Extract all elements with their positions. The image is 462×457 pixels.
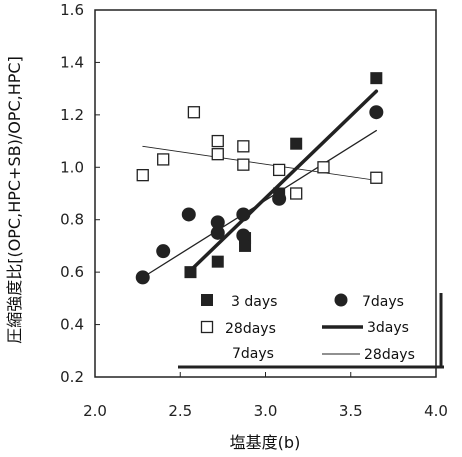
y-tick-label: 0.6: [60, 263, 84, 281]
x-axis-label: 塩基度(b): [230, 433, 301, 452]
data-point-3days: [211, 255, 224, 268]
legend-label-28days-line: 28days: [364, 347, 415, 363]
data-point-28days: [370, 171, 383, 184]
legend-label-7days-points: 7days: [362, 294, 404, 310]
data-point-28days: [237, 140, 250, 153]
x-tick-label: 4.0: [424, 402, 448, 420]
legend-label-28days-points: 28days: [225, 321, 276, 337]
data-points-layer: [135, 72, 384, 285]
trend-line-thick: [187, 89, 379, 274]
legend-marker-3days-points: [201, 294, 213, 306]
data-point-7days: [156, 244, 171, 259]
data-point-7days: [272, 191, 287, 206]
data-point-3days: [184, 266, 197, 279]
data-point-28days: [157, 153, 170, 166]
data-point-7days: [135, 270, 150, 285]
data-point-3days: [370, 72, 383, 85]
x-tick-label: 2.0: [83, 402, 107, 420]
y-axis-label: 圧縮強度比[(OPC,HPC+SB)/OPC,HPC]: [5, 56, 24, 344]
data-point-7days: [369, 105, 384, 120]
y-tick-label: 0.2: [60, 368, 84, 386]
y-tick-label: 0.4: [60, 316, 84, 334]
legend: 3 days 7days 28days 3days 7days 28days: [178, 293, 444, 369]
trend-line-thin: [142, 145, 377, 181]
legend-marker-28days-points: [200, 320, 214, 334]
data-point-28days: [136, 168, 149, 182]
data-point-7days: [210, 225, 225, 240]
data-point-28days: [317, 161, 330, 174]
data-point-3days: [290, 137, 303, 150]
trend-lines-layer: [142, 89, 379, 279]
trend-line-medium: [142, 129, 377, 279]
data-point-28days: [187, 106, 201, 119]
data-point-7days: [236, 228, 251, 243]
legend-label-3days-line: 3days: [367, 320, 409, 336]
data-point-7days: [236, 207, 251, 222]
y-tick-label: 1.0: [60, 158, 84, 176]
y-tick-label: 1.4: [60, 53, 84, 71]
ticks-layer: 2.0 2.5 3.0 3.5 4.0 0.2 0.4 0.6 0.8 1.0 1.2 1.4 1.6: [60, 1, 448, 420]
data-point-28days: [237, 158, 250, 171]
data-point-7days: [181, 207, 196, 222]
legend-marker-7days-points: [334, 293, 348, 307]
y-tick-label: 1.6: [60, 1, 84, 19]
legend-label-7days-line: 7days: [232, 346, 274, 362]
data-point-28days: [272, 163, 286, 177]
data-point-28days: [211, 134, 224, 148]
x-tick-label: 3.5: [339, 402, 363, 420]
y-tick-label: 0.8: [60, 211, 84, 229]
data-point-28days: [290, 187, 303, 200]
legend-label-3days-points: 3 days: [231, 294, 277, 310]
x-tick-label: 2.5: [168, 402, 192, 420]
y-tick-label: 1.2: [60, 106, 84, 124]
x-tick-label: 3.0: [254, 402, 278, 420]
data-point-28days: [211, 148, 224, 161]
data-point-7days: [210, 215, 225, 230]
